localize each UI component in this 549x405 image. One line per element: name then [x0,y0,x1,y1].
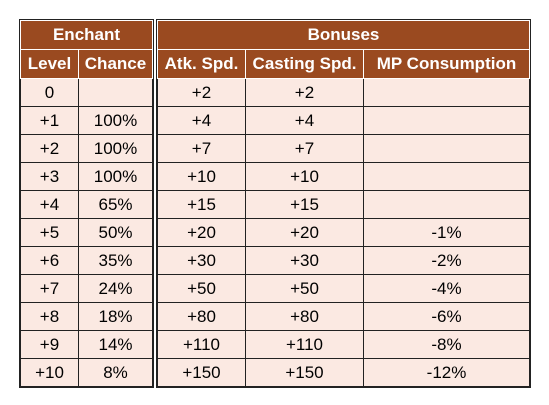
mp-consumption-cell: -8% [363,330,530,359]
table-row: +50 +50 -4% [157,274,530,303]
mp-consumption-cell [363,106,530,135]
level-cell: 0 [20,78,79,107]
chance-cell: 100% [78,134,153,163]
level-cell: +3 [20,162,79,191]
casting-spd-cell: +7 [245,134,364,163]
mp-consumption-cell: -12% [363,358,530,387]
table-row: +7 +7 [157,134,530,163]
level-column-header: Level [20,49,79,79]
casting-spd-cell: +2 [245,78,364,107]
casting-spd-cell: +80 [245,302,364,331]
table-row: +5 50% [20,218,153,247]
casting-spd-cell: +15 [245,190,364,219]
chance-column-header: Chance [78,49,153,79]
enchant-header: Enchant [20,20,153,50]
table-row: +4 65% [20,190,153,219]
mp-consumption-cell [363,190,530,219]
table-row: 0 [20,78,153,107]
chance-cell: 50% [78,218,153,247]
mp-consumption-cell: -1% [363,218,530,247]
chance-cell: 8% [78,358,153,387]
mp-consumption-cell [363,134,530,163]
casting-spd-cell: +4 [245,106,364,135]
atk-spd-cell: +110 [157,330,246,359]
table-row: +20 +20 -1% [157,218,530,247]
table-row: +80 +80 -6% [157,302,530,331]
casting-spd-cell: +50 [245,274,364,303]
atk-spd-cell: +80 [157,302,246,331]
casting-spd-cell: +110 [245,330,364,359]
level-cell: +5 [20,218,79,247]
atk-spd-cell: +7 [157,134,246,163]
atk-spd-cell: +30 [157,246,246,275]
level-cell: +10 [20,358,79,387]
table-row: +6 35% [20,246,153,275]
table-row: +3 100% [20,162,153,191]
table-row: +4 +4 [157,106,530,135]
table-row: +10 +10 [157,162,530,191]
atk-spd-cell: +15 [157,190,246,219]
level-cell: +6 [20,246,79,275]
table-row: +150 +150 -12% [157,358,530,387]
atk-spd-cell: +2 [157,78,246,107]
bonuses-header: Bonuses [157,20,530,50]
chance-cell: 100% [78,106,153,135]
table-row: +10 8% [20,358,153,387]
bonuses-table: Bonuses Atk. Spd. Casting Spd. MP Consum… [156,19,531,388]
table-row: +2 100% [20,134,153,163]
atk-spd-cell: +150 [157,358,246,387]
chance-cell: 35% [78,246,153,275]
level-cell: +8 [20,302,79,331]
table-row: +2 +2 [157,78,530,107]
level-cell: +4 [20,190,79,219]
atk-spd-cell: +20 [157,218,246,247]
mp-consumption-cell: -2% [363,246,530,275]
table-row: +1 100% [20,106,153,135]
chance-cell: 65% [78,190,153,219]
casting-spd-cell: +30 [245,246,364,275]
casting-spd-cell: +10 [245,162,364,191]
casting-spd-column-header: Casting Spd. [245,49,364,79]
casting-spd-cell: +150 [245,358,364,387]
atk-spd-column-header: Atk. Spd. [157,49,246,79]
table-row: +7 24% [20,274,153,303]
atk-spd-cell: +10 [157,162,246,191]
mp-consumption-cell: -4% [363,274,530,303]
level-cell: +9 [20,330,79,359]
level-cell: +1 [20,106,79,135]
table-row: +9 14% [20,330,153,359]
casting-spd-cell: +20 [245,218,364,247]
chance-cell: 24% [78,274,153,303]
mp-consumption-column-header: MP Consumption [363,49,530,79]
table-row: +30 +30 -2% [157,246,530,275]
mp-consumption-cell [363,162,530,191]
enchant-body: 0 +1 100% +2 100% +3 100% +4 65% +5 50% +6 35% +7 24% +… [20,78,153,387]
atk-spd-cell: +4 [157,106,246,135]
chance-cell: 14% [78,330,153,359]
table-row: +15 +15 [157,190,530,219]
level-cell: +2 [20,134,79,163]
mp-consumption-cell: -6% [363,302,530,331]
atk-spd-cell: +50 [157,274,246,303]
bonuses-body: +2 +2 +4 +4 +7 +7 +10 +10 +15 +15 +20 +20 -1% +30 +30-… [157,78,530,387]
chance-cell [78,78,153,107]
chance-cell: 100% [78,162,153,191]
enchant-table: Enchant Level Chance 0 +1 100% +2 100% +3 100%… [19,19,154,388]
table-row: +110 +110 -8% [157,330,530,359]
mp-consumption-cell [363,78,530,107]
chance-cell: 18% [78,302,153,331]
table-row: +8 18% [20,302,153,331]
level-cell: +7 [20,274,79,303]
